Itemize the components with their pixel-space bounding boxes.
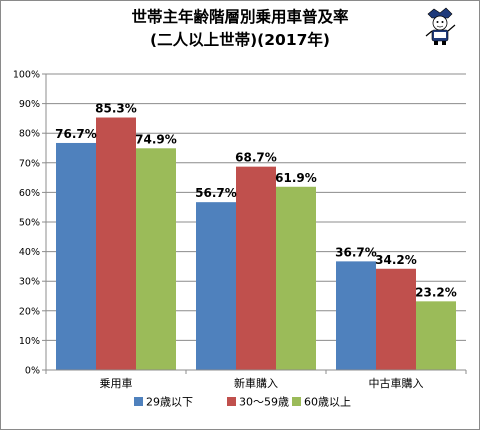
legend-swatch <box>292 397 301 406</box>
data-label: 61.9% <box>275 171 317 185</box>
chart-title-line1: 世帯主年齢階層別乗用車普及率 <box>131 8 349 26</box>
y-tick-label: 10% <box>19 336 40 347</box>
x-category-label: 中古車購入 <box>369 376 424 390</box>
bars <box>56 117 456 371</box>
x-category-label: 新車購入 <box>234 376 278 390</box>
data-label: 56.7% <box>195 186 237 200</box>
mascot-logo <box>425 7 456 45</box>
data-label: 74.9% <box>135 132 177 146</box>
bar <box>136 148 176 370</box>
chart-title-line2: (二人以上世帯)(2017年) <box>150 31 330 49</box>
bar <box>276 186 316 370</box>
y-axis-tick-labels: 0% 10% 20% 30% 40% 50% 60% 70% 80% 90% 100% <box>13 70 40 377</box>
x-category-label: 乗用車 <box>100 376 133 390</box>
axes <box>45 74 467 374</box>
y-tick-label: 70% <box>19 158 40 169</box>
data-label: 23.2% <box>415 285 457 299</box>
bar <box>236 166 276 370</box>
y-tick-label: 90% <box>19 99 40 110</box>
bar <box>336 261 376 370</box>
y-tick-label: 50% <box>19 218 40 229</box>
y-tick-label: 80% <box>19 129 40 140</box>
bar <box>196 202 236 370</box>
legend-swatch <box>227 397 236 406</box>
bar <box>56 142 96 370</box>
legend-swatch <box>134 397 143 406</box>
bar <box>376 268 416 370</box>
bar <box>96 117 136 371</box>
legend: 29歳以下 30〜59歳 60歳以上 <box>134 396 351 409</box>
data-labels: 76.7% 85.3% 74.9% 56.7% 68.7% 61.9% 36.7%34.2%… <box>55 102 457 300</box>
y-tick-label: 20% <box>19 306 40 317</box>
y-tick-label: 100% <box>13 70 40 81</box>
legend-label: 30〜59歳 <box>239 396 289 409</box>
legend-label: 29歳以下 <box>146 396 193 409</box>
y-tick-label: 40% <box>19 247 40 258</box>
y-tick-label: 0% <box>25 366 40 377</box>
chart-title: 世帯主年齢階層別乗用車普及率 (二人以上世帯)(2017年) <box>0 6 480 52</box>
data-label: 34.2% <box>375 253 417 267</box>
x-axis-category-labels: 乗用車 新車購入 中古車購入 <box>100 376 424 390</box>
data-label: 76.7% <box>55 127 97 141</box>
y-tick-label: 60% <box>19 188 40 199</box>
bar <box>416 301 456 370</box>
data-label: 85.3% <box>95 102 137 116</box>
data-label: 68.7% <box>235 151 277 165</box>
legend-label: 60歳以上 <box>304 396 351 409</box>
y-tick-label: 30% <box>19 277 40 288</box>
data-label: 36.7% <box>335 245 377 259</box>
